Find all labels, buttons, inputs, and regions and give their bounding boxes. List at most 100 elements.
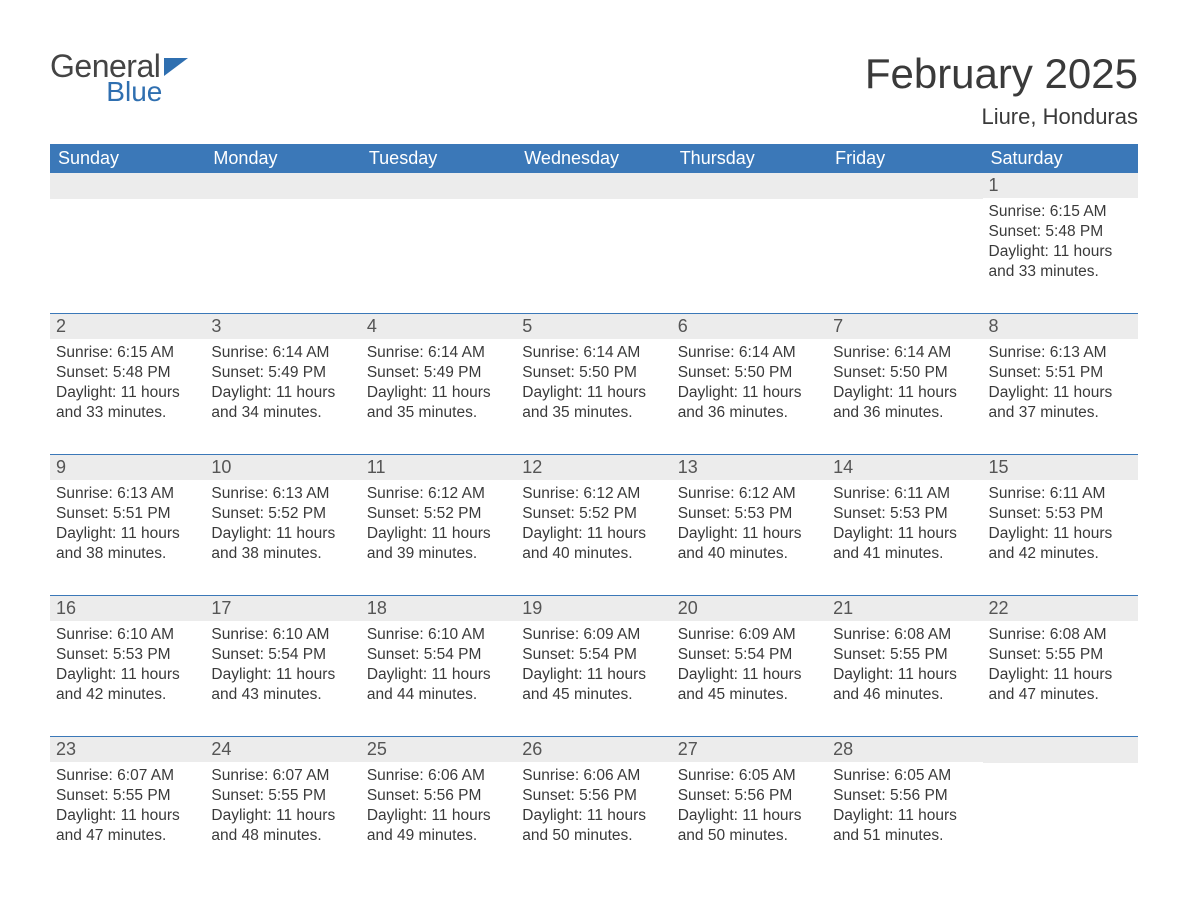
day-cell: 23Sunrise: 6:07 AMSunset: 5:55 PMDayligh… [50, 737, 205, 857]
sunset-text: Sunset: 5:56 PM [522, 786, 665, 806]
day-details: Sunrise: 6:10 AMSunset: 5:54 PMDaylight:… [205, 621, 360, 706]
day-details: Sunrise: 6:14 AMSunset: 5:50 PMDaylight:… [827, 339, 982, 424]
sunset-text: Sunset: 5:54 PM [678, 645, 821, 665]
day-cell: 8Sunrise: 6:13 AMSunset: 5:51 PMDaylight… [983, 314, 1138, 434]
day-cell: 2Sunrise: 6:15 AMSunset: 5:48 PMDaylight… [50, 314, 205, 434]
sunset-text: Sunset: 5:55 PM [833, 645, 976, 665]
day-number: 20 [672, 596, 827, 621]
day-cell: 24Sunrise: 6:07 AMSunset: 5:55 PMDayligh… [205, 737, 360, 857]
daylight-text: Daylight: 11 hours and 33 minutes. [989, 242, 1132, 282]
day-cell: 5Sunrise: 6:14 AMSunset: 5:50 PMDaylight… [516, 314, 671, 434]
week-row: 1Sunrise: 6:15 AMSunset: 5:48 PMDaylight… [50, 173, 1138, 293]
day-cell: 16Sunrise: 6:10 AMSunset: 5:53 PMDayligh… [50, 596, 205, 716]
day-number [516, 173, 671, 199]
sunset-text: Sunset: 5:55 PM [56, 786, 199, 806]
weeks-container: 1Sunrise: 6:15 AMSunset: 5:48 PMDaylight… [50, 173, 1138, 857]
day-number: 22 [983, 596, 1138, 621]
week-row: 9Sunrise: 6:13 AMSunset: 5:51 PMDaylight… [50, 454, 1138, 575]
location-label: Liure, Honduras [865, 104, 1138, 130]
day-number [672, 173, 827, 199]
sunrise-text: Sunrise: 6:13 AM [56, 484, 199, 504]
weekday-header-cell: Monday [205, 144, 360, 173]
daylight-text: Daylight: 11 hours and 40 minutes. [522, 524, 665, 564]
sunrise-text: Sunrise: 6:12 AM [367, 484, 510, 504]
daylight-text: Daylight: 11 hours and 36 minutes. [678, 383, 821, 423]
daylight-text: Daylight: 11 hours and 38 minutes. [211, 524, 354, 564]
sunset-text: Sunset: 5:54 PM [211, 645, 354, 665]
day-number [50, 173, 205, 199]
calendar: SundayMondayTuesdayWednesdayThursdayFrid… [50, 144, 1138, 857]
logo-triangle-icon [164, 58, 188, 76]
sunrise-text: Sunrise: 6:09 AM [678, 625, 821, 645]
day-details: Sunrise: 6:14 AMSunset: 5:49 PMDaylight:… [205, 339, 360, 424]
day-cell: 12Sunrise: 6:12 AMSunset: 5:52 PMDayligh… [516, 455, 671, 575]
title-block: February 2025 Liure, Honduras [865, 50, 1138, 130]
daylight-text: Daylight: 11 hours and 34 minutes. [211, 383, 354, 423]
day-cell-empty [516, 173, 671, 293]
sunset-text: Sunset: 5:53 PM [56, 645, 199, 665]
sunset-text: Sunset: 5:55 PM [211, 786, 354, 806]
sunrise-text: Sunrise: 6:14 AM [211, 343, 354, 363]
daylight-text: Daylight: 11 hours and 45 minutes. [522, 665, 665, 705]
day-cell: 9Sunrise: 6:13 AMSunset: 5:51 PMDaylight… [50, 455, 205, 575]
day-number: 26 [516, 737, 671, 762]
day-details: Sunrise: 6:15 AMSunset: 5:48 PMDaylight:… [50, 339, 205, 424]
day-details: Sunrise: 6:12 AMSunset: 5:52 PMDaylight:… [516, 480, 671, 565]
day-details: Sunrise: 6:13 AMSunset: 5:52 PMDaylight:… [205, 480, 360, 565]
sunset-text: Sunset: 5:53 PM [678, 504, 821, 524]
day-details: Sunrise: 6:05 AMSunset: 5:56 PMDaylight:… [827, 762, 982, 847]
weekday-header-cell: Wednesday [516, 144, 671, 173]
day-details: Sunrise: 6:11 AMSunset: 5:53 PMDaylight:… [827, 480, 982, 565]
sunset-text: Sunset: 5:48 PM [989, 222, 1132, 242]
daylight-text: Daylight: 11 hours and 39 minutes. [367, 524, 510, 564]
day-number: 24 [205, 737, 360, 762]
day-details: Sunrise: 6:14 AMSunset: 5:50 PMDaylight:… [672, 339, 827, 424]
sunset-text: Sunset: 5:51 PM [989, 363, 1132, 383]
day-number: 18 [361, 596, 516, 621]
sunrise-text: Sunrise: 6:05 AM [833, 766, 976, 786]
sunrise-text: Sunrise: 6:15 AM [989, 202, 1132, 222]
day-number: 16 [50, 596, 205, 621]
day-cell: 13Sunrise: 6:12 AMSunset: 5:53 PMDayligh… [672, 455, 827, 575]
sunrise-text: Sunrise: 6:11 AM [989, 484, 1132, 504]
day-number: 1 [983, 173, 1138, 198]
day-cell: 26Sunrise: 6:06 AMSunset: 5:56 PMDayligh… [516, 737, 671, 857]
sunrise-text: Sunrise: 6:07 AM [211, 766, 354, 786]
week-row: 2Sunrise: 6:15 AMSunset: 5:48 PMDaylight… [50, 313, 1138, 434]
day-cell-empty [50, 173, 205, 293]
sunrise-text: Sunrise: 6:09 AM [522, 625, 665, 645]
day-details: Sunrise: 6:15 AMSunset: 5:48 PMDaylight:… [983, 198, 1138, 283]
daylight-text: Daylight: 11 hours and 41 minutes. [833, 524, 976, 564]
day-number: 11 [361, 455, 516, 480]
day-number: 13 [672, 455, 827, 480]
day-number: 25 [361, 737, 516, 762]
day-cell: 4Sunrise: 6:14 AMSunset: 5:49 PMDaylight… [361, 314, 516, 434]
day-cell: 27Sunrise: 6:05 AMSunset: 5:56 PMDayligh… [672, 737, 827, 857]
day-details: Sunrise: 6:08 AMSunset: 5:55 PMDaylight:… [983, 621, 1138, 706]
day-number: 7 [827, 314, 982, 339]
sunrise-text: Sunrise: 6:08 AM [989, 625, 1132, 645]
day-cell: 18Sunrise: 6:10 AMSunset: 5:54 PMDayligh… [361, 596, 516, 716]
day-cell: 14Sunrise: 6:11 AMSunset: 5:53 PMDayligh… [827, 455, 982, 575]
weekday-header-cell: Sunday [50, 144, 205, 173]
daylight-text: Daylight: 11 hours and 42 minutes. [989, 524, 1132, 564]
sunset-text: Sunset: 5:48 PM [56, 363, 199, 383]
sunset-text: Sunset: 5:50 PM [833, 363, 976, 383]
day-details: Sunrise: 6:08 AMSunset: 5:55 PMDaylight:… [827, 621, 982, 706]
day-details: Sunrise: 6:09 AMSunset: 5:54 PMDaylight:… [516, 621, 671, 706]
daylight-text: Daylight: 11 hours and 36 minutes. [833, 383, 976, 423]
sunrise-text: Sunrise: 6:08 AM [833, 625, 976, 645]
sunrise-text: Sunrise: 6:14 AM [678, 343, 821, 363]
day-number [361, 173, 516, 199]
sunset-text: Sunset: 5:52 PM [211, 504, 354, 524]
day-details: Sunrise: 6:07 AMSunset: 5:55 PMDaylight:… [205, 762, 360, 847]
sunset-text: Sunset: 5:50 PM [678, 363, 821, 383]
day-number: 4 [361, 314, 516, 339]
day-details: Sunrise: 6:10 AMSunset: 5:53 PMDaylight:… [50, 621, 205, 706]
sunrise-text: Sunrise: 6:14 AM [522, 343, 665, 363]
sunrise-text: Sunrise: 6:14 AM [833, 343, 976, 363]
day-number: 9 [50, 455, 205, 480]
day-number: 19 [516, 596, 671, 621]
day-cell: 21Sunrise: 6:08 AMSunset: 5:55 PMDayligh… [827, 596, 982, 716]
week-row: 16Sunrise: 6:10 AMSunset: 5:53 PMDayligh… [50, 595, 1138, 716]
